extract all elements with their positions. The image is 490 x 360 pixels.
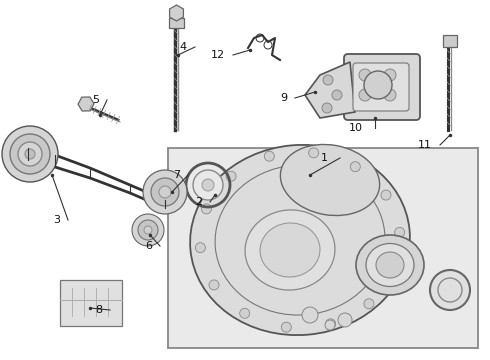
Circle shape: [389, 266, 398, 276]
Circle shape: [202, 179, 214, 191]
Text: 6: 6: [145, 241, 152, 251]
Circle shape: [359, 89, 371, 101]
Bar: [60, 280, 122, 326]
Text: 4: 4: [180, 42, 187, 52]
Circle shape: [364, 299, 374, 309]
Circle shape: [302, 307, 318, 323]
Text: 2: 2: [195, 197, 202, 207]
Text: 9: 9: [280, 93, 287, 103]
Circle shape: [364, 71, 392, 99]
Circle shape: [209, 280, 219, 290]
Circle shape: [138, 220, 158, 240]
Circle shape: [326, 319, 336, 329]
Circle shape: [332, 90, 342, 100]
Circle shape: [430, 270, 470, 310]
Ellipse shape: [260, 223, 320, 277]
Circle shape: [323, 75, 333, 85]
Circle shape: [394, 227, 405, 237]
Text: 8: 8: [95, 305, 102, 315]
Circle shape: [151, 178, 179, 206]
FancyBboxPatch shape: [353, 63, 409, 111]
Bar: [443, 35, 457, 47]
Ellipse shape: [245, 210, 335, 290]
Ellipse shape: [280, 144, 380, 216]
Circle shape: [350, 162, 360, 172]
FancyBboxPatch shape: [344, 54, 420, 120]
Circle shape: [201, 204, 212, 214]
Bar: [169, 18, 184, 28]
Circle shape: [281, 322, 292, 332]
Circle shape: [144, 226, 152, 234]
Circle shape: [322, 103, 332, 113]
Circle shape: [381, 190, 391, 200]
Circle shape: [2, 126, 58, 182]
Ellipse shape: [356, 235, 424, 295]
Text: 11: 11: [418, 140, 432, 150]
Text: 12: 12: [211, 50, 225, 60]
Ellipse shape: [366, 243, 414, 287]
Circle shape: [193, 170, 223, 200]
Text: 3: 3: [53, 215, 60, 225]
Circle shape: [264, 151, 274, 161]
Circle shape: [240, 308, 250, 318]
Circle shape: [159, 186, 171, 198]
Polygon shape: [305, 62, 355, 118]
Circle shape: [196, 243, 205, 253]
Circle shape: [25, 149, 35, 159]
Circle shape: [338, 313, 352, 327]
Circle shape: [132, 214, 164, 246]
Circle shape: [143, 170, 187, 214]
Ellipse shape: [376, 252, 404, 278]
Circle shape: [384, 69, 396, 81]
Circle shape: [226, 171, 236, 181]
Circle shape: [384, 89, 396, 101]
Circle shape: [10, 134, 50, 174]
Text: 10: 10: [349, 123, 363, 133]
Text: 7: 7: [173, 170, 180, 180]
Circle shape: [325, 320, 335, 330]
Text: 1: 1: [321, 153, 328, 163]
Circle shape: [359, 69, 371, 81]
Bar: [168, 148, 478, 348]
Text: 5: 5: [92, 95, 99, 105]
Circle shape: [18, 142, 42, 166]
Ellipse shape: [190, 145, 410, 335]
Circle shape: [309, 148, 318, 158]
